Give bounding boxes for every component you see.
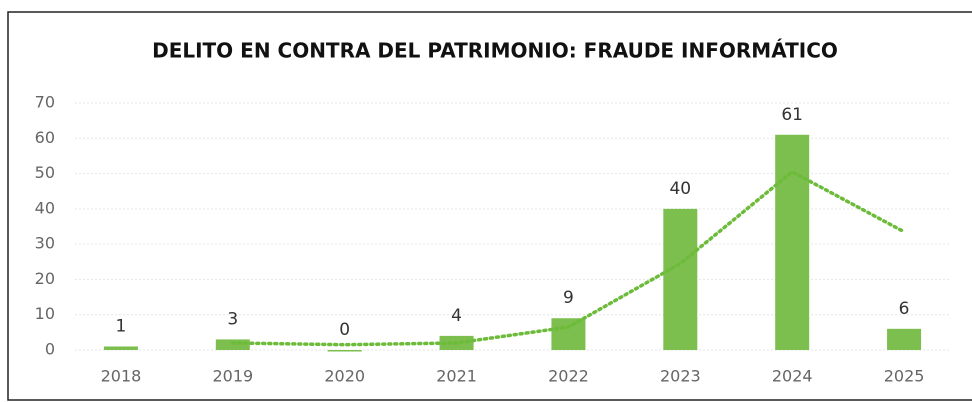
data-label: 1 — [116, 316, 127, 336]
bar — [663, 208, 698, 350]
y-tick-label: 60 — [35, 128, 55, 147]
y-tick-label: 50 — [35, 163, 55, 182]
x-tick-label: 2021 — [436, 367, 477, 386]
data-label: 0 — [339, 320, 350, 340]
x-tick-label: 2018 — [101, 367, 142, 386]
x-tick-label: 2022 — [548, 367, 589, 386]
bar — [775, 134, 810, 350]
bar — [327, 350, 362, 352]
y-tick-label: 0 — [45, 340, 55, 359]
bar — [215, 339, 250, 350]
trendline — [231, 169, 906, 347]
x-tick-label: 2020 — [324, 367, 365, 386]
y-tick-label: 70 — [35, 93, 55, 112]
data-label: 61 — [781, 105, 803, 125]
data-label: 4 — [451, 306, 462, 326]
data-label: 3 — [227, 309, 238, 329]
y-tick-label: 10 — [35, 304, 55, 323]
data-label: 6 — [899, 299, 910, 319]
data-label: 40 — [669, 179, 691, 199]
chart-title: DELITO EN CONTRA DEL PATRIMONIO: FRAUDE … — [152, 39, 838, 63]
y-tick-label: 40 — [35, 198, 55, 217]
bar — [103, 346, 138, 350]
x-tick-label: 2023 — [660, 367, 701, 386]
x-tick-label: 2019 — [212, 367, 253, 386]
x-tick-label: 2025 — [884, 367, 925, 386]
x-tick-label: 2024 — [772, 367, 813, 386]
data-label: 9 — [563, 288, 574, 308]
bar — [887, 328, 922, 350]
y-tick-label: 20 — [35, 269, 55, 288]
chart-frame — [7, 11, 972, 401]
bar — [551, 318, 586, 350]
y-tick-label: 30 — [35, 234, 55, 253]
